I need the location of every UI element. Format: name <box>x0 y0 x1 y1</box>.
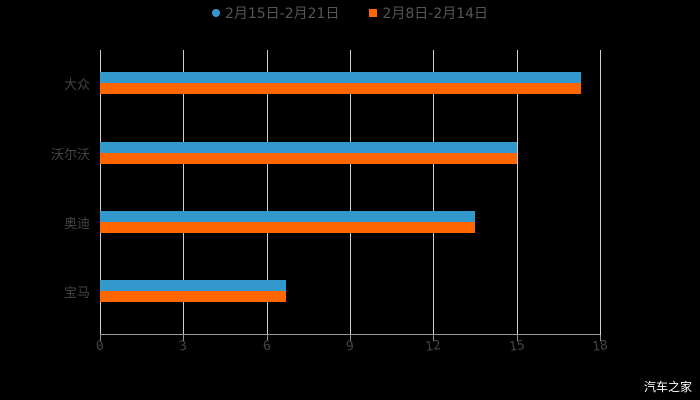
gridline <box>433 50 435 335</box>
bar[interactable] <box>100 83 581 94</box>
gridline <box>350 50 351 335</box>
bar[interactable] <box>100 222 475 233</box>
x-tick <box>516 335 518 341</box>
chart-legend: 2月15日-2月21日 2月8日-2月14日 <box>0 3 700 23</box>
x-tick-label: 6 <box>261 338 272 355</box>
gridline <box>100 50 101 335</box>
gridline <box>266 50 268 335</box>
watermark: 汽车之家 <box>643 380 692 394</box>
legend-label: 2月8日-2月14日 <box>382 6 489 22</box>
x-axis-line <box>100 334 600 335</box>
x-tick <box>183 335 185 341</box>
x-tick-label: 12 <box>424 337 443 356</box>
x-tick-label: 18 <box>591 337 609 356</box>
x-tick-label: 3 <box>178 338 189 355</box>
x-tick-label: 9 <box>345 338 355 355</box>
gridline <box>183 50 185 335</box>
x-tick <box>266 335 268 341</box>
bar[interactable] <box>100 153 517 164</box>
plot-area: 0 3 6 9 12 15 18 <box>95 50 609 355</box>
bar[interactable] <box>100 142 517 153</box>
category-label: 大众 <box>63 78 90 93</box>
x-tick-label: 15 <box>507 337 526 356</box>
legend-label: 2月15日-2月21日 <box>224 6 340 22</box>
bar[interactable] <box>100 72 581 83</box>
legend-item-week-feb15-21[interactable]: 2月15日-2月21日 <box>211 3 340 23</box>
bar[interactable] <box>100 280 287 291</box>
x-tick <box>600 335 601 341</box>
category-label: 奥迪 <box>63 217 90 232</box>
bar[interactable] <box>100 291 287 302</box>
x-tick <box>350 335 351 341</box>
category-label: 宝马 <box>63 286 90 301</box>
gridline <box>516 50 518 335</box>
legend-marker-circle-icon <box>211 9 220 17</box>
category-label: 沃尔沃 <box>50 148 90 163</box>
x-tick <box>433 335 435 341</box>
legend-marker-square-icon <box>369 9 378 17</box>
bar[interactable] <box>100 211 475 222</box>
legend-item-week-feb8-14[interactable]: 2月8日-2月14日 <box>369 3 488 23</box>
gridline <box>600 50 601 335</box>
x-tick-label: 0 <box>95 338 105 355</box>
x-tick <box>100 335 101 341</box>
